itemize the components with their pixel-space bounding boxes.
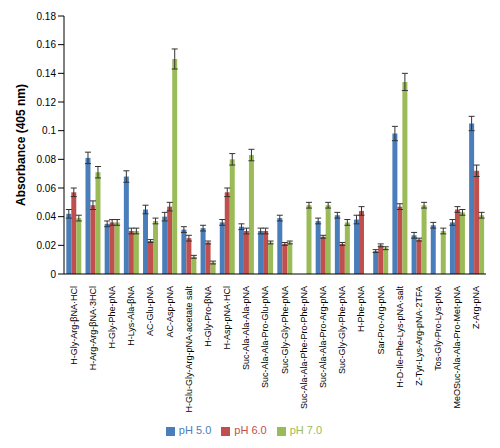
html-text:pH 6.0: pH 6.0 — [234, 424, 267, 436]
svg-text:H-Gly-Phe-pNA: H-Gly-Phe-pNA — [107, 286, 117, 349]
svg-text:0.02: 0.02 — [37, 240, 57, 251]
svg-text:0.1: 0.1 — [42, 125, 56, 136]
svg-text:0.18: 0.18 — [37, 11, 57, 22]
svg-text:Suc-Gly-Gly-Phe-pNA: Suc-Gly-Gly-Phe-pNA — [337, 286, 347, 374]
svg-text:H-Asp-pNA·HCl: H-Asp-pNA·HCl — [222, 286, 232, 350]
svg-text:Suc-Gly-Gly-Phe-pNA: Suc-Gly-Gly-Phe-pNA — [280, 286, 290, 374]
svg-text:0.14: 0.14 — [37, 68, 57, 79]
svg-text:Tos-Gly-Pro-Lys-pNA: Tos-Gly-Pro-Lys-pNA — [433, 286, 443, 371]
svg-text:0.12: 0.12 — [37, 97, 57, 108]
svg-text:0.08: 0.08 — [37, 154, 57, 165]
html-text:pH 7.0: pH 7.0 — [289, 424, 323, 436]
svg-text:H-Gly-Arg-βNA·HCl: H-Gly-Arg-βNA·HCl — [69, 286, 79, 365]
svg-text:Suc-Ala-Ala-Pro-Glu-pNA: Suc-Ala-Ala-Pro-Glu-pNA — [260, 286, 270, 388]
svg-text:0.06: 0.06 — [37, 183, 57, 194]
svg-text:H-Glu-Gly-Arg-pNA·acetate salt: H-Glu-Gly-Arg-pNA·acetate salt — [184, 286, 194, 413]
svg-text:Suc-Ala-Ala-Pro-Arg-pNA: Suc-Ala-Ala-Pro-Arg-pNA — [318, 286, 328, 388]
svg-text:0.04: 0.04 — [37, 211, 57, 222]
svg-text:H-Arg-Arg-βNA·3HCl: H-Arg-Arg-βNA·3HCl — [88, 286, 98, 370]
svg-text:0: 0 — [50, 269, 56, 280]
svg-text:Z-Arg-pNA: Z-Arg-pNA — [471, 286, 481, 329]
svg-text:H-Lys-Ala-βNA: H-Lys-Ala-βNA — [126, 286, 136, 346]
svg-text:Sar-Pro-Arg-pNA: Sar-Pro-Arg-pNA — [376, 286, 386, 355]
svg-text:0.16: 0.16 — [37, 39, 57, 50]
svg-text:AC-Asp-pNA: AC-Asp-pNA — [165, 286, 175, 338]
svg-text:Z-Tyr-Lys-Arg-pNA·2TFA: Z-Tyr-Lys-Arg-pNA·2TFA — [414, 286, 424, 386]
html-text:pH 5.0: pH 5.0 — [178, 424, 212, 436]
svg-text:H-Gly-Pro-βNA: H-Gly-Pro-βNA — [203, 286, 213, 347]
svg-text:AC-Glu-pNA: AC-Glu-pNA — [145, 286, 155, 336]
svg-text:Suc-Ala-Ala-Phe-Pro-Phe-pNA: Suc-Ala-Ala-Phe-Pro-Phe-pNA — [299, 286, 309, 409]
svg-text:H-Phe-pNA: H-Phe-pNA — [356, 286, 366, 332]
svg-text:MeOSuc-Ala-Ala-Pro-Met-pNA: MeOSuc-Ala-Ala-Pro-Met-pNA — [452, 286, 462, 409]
svg-text:Suc-Ala-Ala-Ala-pNA: Suc-Ala-Ala-Ala-pNA — [241, 286, 251, 370]
svg-text:Absorbance (405 nm): Absorbance (405 nm) — [14, 84, 28, 206]
svg-text:H-D-Ile-Phe-Lys-pNA·salt: H-D-Ile-Phe-Lys-pNA·salt — [395, 286, 405, 388]
